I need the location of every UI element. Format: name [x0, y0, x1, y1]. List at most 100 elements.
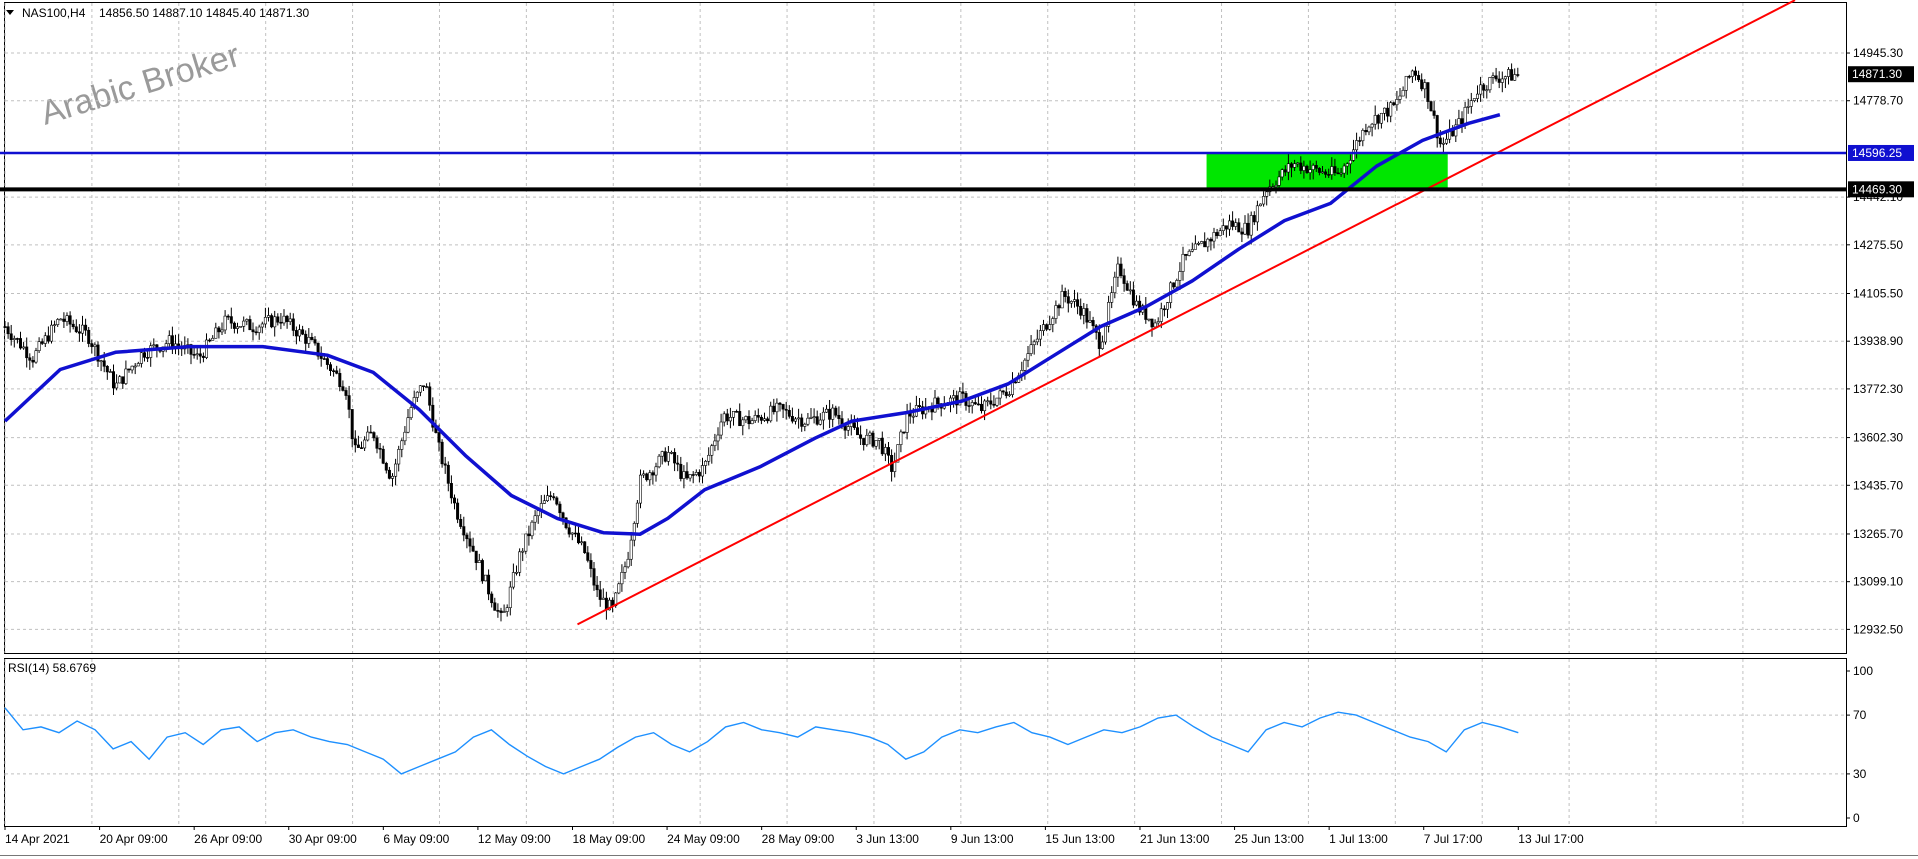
- candle-body: [291, 318, 295, 331]
- candle-body: [1240, 231, 1244, 235]
- trendline: [577, 0, 1796, 626]
- candle-body: [474, 550, 478, 563]
- candle-body: [313, 339, 317, 344]
- candle-body: [762, 418, 766, 421]
- candle-body: [198, 353, 202, 357]
- candle-body: [688, 474, 692, 479]
- candle-body: [1116, 263, 1120, 278]
- candle-body: [998, 390, 1002, 399]
- candle-body: [307, 336, 311, 344]
- candle-body: [1389, 102, 1393, 117]
- candle-body: [530, 521, 534, 537]
- candle-body: [1513, 74, 1517, 81]
- time-tick-label: 13 Jul 17:00: [1518, 832, 1584, 846]
- candle-body: [1252, 215, 1256, 223]
- candle-body: [958, 391, 962, 406]
- candle-body: [322, 358, 326, 360]
- candle-body: [1333, 166, 1337, 174]
- candle-body: [366, 431, 370, 441]
- candle-body: [425, 386, 429, 388]
- rsi-line: [4, 707, 1519, 775]
- candle-body: [62, 318, 66, 322]
- candle-body: [1156, 321, 1160, 324]
- candle-body: [288, 318, 292, 322]
- candle-body: [1197, 242, 1201, 245]
- candle-body: [620, 572, 624, 585]
- candle-body: [1234, 222, 1238, 227]
- candle-body: [837, 414, 841, 419]
- candle-body: [682, 471, 686, 479]
- candle-body: [1023, 359, 1027, 371]
- candle-body: [685, 471, 689, 479]
- candle-body: [905, 411, 909, 433]
- candle-body: [381, 448, 385, 464]
- candle-body: [1159, 308, 1163, 322]
- candle-body: [1305, 165, 1309, 173]
- candle-body: [394, 463, 398, 477]
- candle-body: [1221, 225, 1225, 231]
- candle-body: [545, 495, 549, 502]
- candle-body: [1259, 203, 1263, 207]
- candle-body: [1445, 138, 1449, 144]
- candle-body: [635, 502, 639, 524]
- candle-body: [1203, 241, 1207, 248]
- candle-body: [1330, 166, 1334, 175]
- candle-body: [102, 360, 106, 367]
- time-tick-label: 15 Jun 13:00: [1045, 832, 1115, 846]
- candle-body: [74, 326, 78, 333]
- expand-triangle-icon[interactable]: [6, 10, 14, 15]
- candle-body: [1076, 299, 1080, 307]
- candle-body: [917, 405, 921, 408]
- candle-body: [353, 438, 357, 446]
- candle-body: [769, 405, 773, 422]
- candle-body: [409, 407, 413, 419]
- candle-body: [995, 397, 999, 406]
- candle-body: [936, 397, 940, 404]
- candle-body: [1265, 191, 1269, 197]
- candle-body: [152, 344, 156, 347]
- rsi-panel-frame: [4, 658, 1847, 827]
- candle-body: [459, 519, 463, 527]
- time-tick-label: 21 Jun 13:00: [1140, 832, 1210, 846]
- candle-body: [784, 408, 788, 411]
- candle-body: [245, 319, 249, 322]
- candle-body: [270, 315, 274, 328]
- horizontal-levels: [0, 151, 1846, 192]
- candle-body: [992, 403, 996, 406]
- candle-body: [462, 526, 466, 536]
- candle-body: [266, 315, 270, 318]
- candle-body: [1004, 391, 1008, 396]
- candle-body: [276, 316, 280, 323]
- candle-body: [1277, 176, 1281, 186]
- candle-body: [1361, 130, 1365, 142]
- candle-body: [369, 431, 373, 434]
- candle-body: [483, 574, 487, 582]
- time-tick-label: 25 Jun 13:00: [1235, 832, 1305, 846]
- candle-body: [1401, 90, 1405, 97]
- candle-body: [1128, 289, 1132, 292]
- candle-body: [59, 318, 63, 321]
- candle-body: [1228, 220, 1232, 230]
- candle-body: [601, 597, 605, 600]
- price-tick-label: 13772.30: [1853, 382, 1903, 396]
- candle-body: [1060, 291, 1064, 309]
- candle-body: [143, 352, 147, 358]
- candle-body: [220, 329, 224, 333]
- candle-body: [753, 415, 757, 421]
- price-tick-label: 12932.50: [1853, 622, 1903, 636]
- candle-body: [236, 326, 240, 329]
- candle-body: [617, 583, 621, 594]
- candle-body: [1249, 215, 1253, 236]
- candle-body: [592, 568, 596, 586]
- candle-body: [115, 382, 119, 389]
- candle-body: [18, 338, 22, 349]
- candle-body: [1184, 253, 1188, 256]
- rsi-tick-label: 30: [1853, 767, 1867, 781]
- candle-body: [657, 455, 661, 468]
- candle-body: [226, 315, 230, 318]
- candle-body: [418, 385, 422, 393]
- candle-body: [583, 541, 587, 553]
- candle-body: [1107, 302, 1111, 327]
- rsi-tick-label: 0: [1853, 811, 1860, 825]
- candle-body: [722, 413, 726, 423]
